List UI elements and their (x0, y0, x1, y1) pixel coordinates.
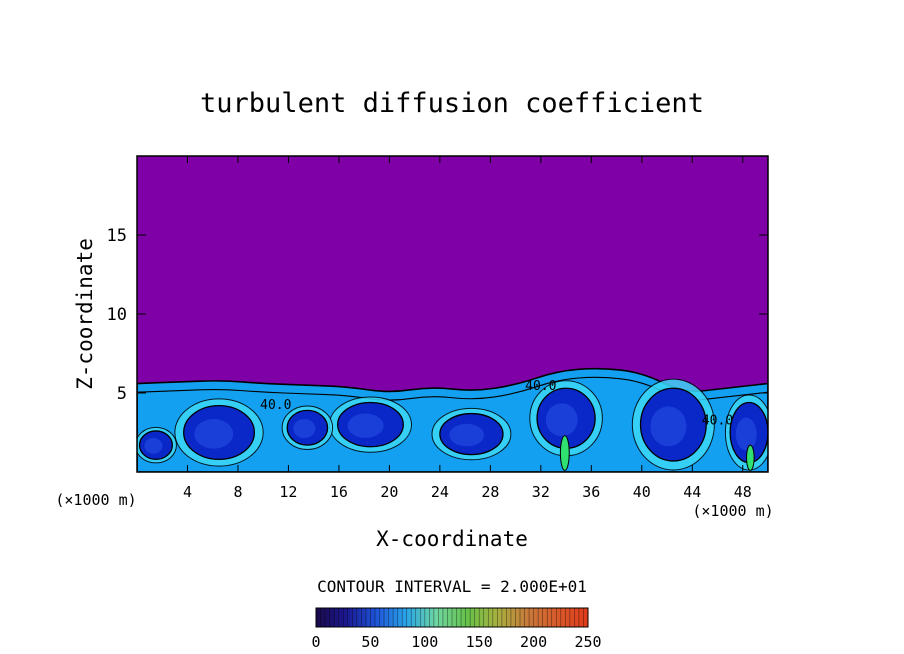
x-tick-label: 44 (683, 483, 701, 501)
y-tick-label: 10 (107, 305, 127, 325)
x-tick-label: 36 (582, 483, 600, 501)
contour-label: 40.0 (702, 414, 733, 429)
x-tick-label: 20 (380, 483, 398, 501)
plot-area (137, 156, 768, 472)
colorbar-tick-label: 200 (520, 633, 547, 651)
hot-spot (559, 435, 570, 471)
y-axis-ticks: 5 10 15 (107, 226, 768, 404)
x-tick-label: 28 (481, 483, 499, 501)
x-tick-label: 48 (734, 483, 752, 501)
colorbar-ticks: 0 50 100 150 200 250 (311, 633, 601, 651)
x-unit-label-right: (×1000 m) (692, 502, 773, 520)
x-unit-label-left: (×1000 m) (55, 491, 136, 509)
contour-label: 40.0 (525, 379, 556, 394)
eddy-center (735, 417, 757, 451)
eddy-center (449, 423, 485, 447)
x-tick-label: 4 (183, 483, 192, 501)
x-tick-label: 24 (431, 483, 449, 501)
y-tick-label: 5 (117, 384, 127, 404)
y-tick-label: 15 (107, 226, 127, 246)
eddy-center (347, 413, 384, 438)
x-tick-label: 40 (633, 483, 651, 501)
colorbar-tick-label: 50 (361, 633, 379, 651)
colorbar-tick-label: 150 (466, 633, 493, 651)
eddy-center (650, 406, 687, 447)
contour-label: 40.0 (260, 398, 291, 413)
eddy-center (144, 438, 163, 454)
x-tick-label: 8 (233, 483, 242, 501)
colorbar: 0 50 100 150 200 250 (311, 607, 602, 651)
colorbar-tick-label: 100 (411, 633, 438, 651)
colorbar-tick-label: 0 (311, 633, 320, 651)
colorbar-tick-label: 250 (574, 633, 601, 651)
contour-interval-text: CONTOUR INTERVAL = 2.000E+01 (317, 577, 587, 596)
x-tick-label: 32 (532, 483, 550, 501)
x-tick-label: 12 (279, 483, 297, 501)
x-tick-label: 16 (330, 483, 348, 501)
contour-labels: 40.0 40.0 40.0 (260, 379, 733, 429)
x-axis-label: X-coordinate (376, 527, 528, 551)
colorbar-stripes (315, 608, 589, 627)
x-axis-ticks: 4 8 12 16 20 24 28 32 36 40 44 48 (183, 156, 752, 501)
eddy-center (545, 403, 578, 437)
eddy-center (293, 419, 316, 439)
y-axis-label: Z-coordinate (73, 238, 97, 390)
eddy-center (194, 419, 234, 449)
colorbar-frame (315, 607, 589, 628)
hot-spot (746, 444, 755, 471)
chart-title: turbulent diffusion coefficient (200, 88, 704, 119)
